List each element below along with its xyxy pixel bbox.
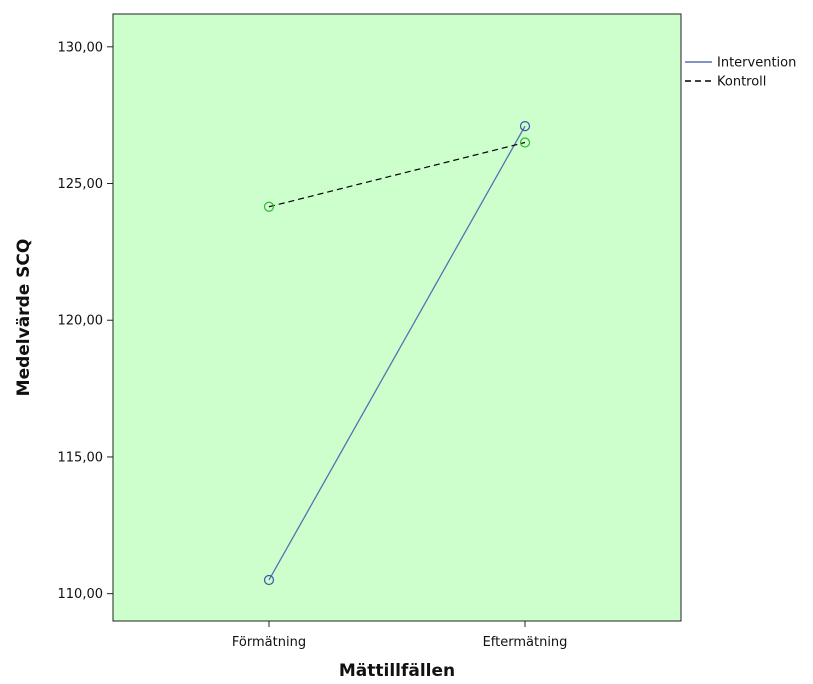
y-tick-label: 125,00 xyxy=(58,177,104,192)
x-axis: Förmätning Eftermätning xyxy=(232,621,568,650)
data-point-kontroll xyxy=(519,137,531,148)
data-point-intervention xyxy=(263,574,275,586)
y-tick-label: 110,00 xyxy=(58,587,104,602)
x-tick-label: Eftermätning xyxy=(483,635,568,650)
series-layer xyxy=(263,121,531,586)
plot-area xyxy=(112,13,682,622)
y-tick-label: 115,00 xyxy=(58,450,104,465)
series-line-kontroll xyxy=(268,141,526,208)
x-tick-label: Förmätning xyxy=(232,635,306,650)
data-point-intervention xyxy=(519,121,531,132)
x-axis-title: Mättillfällen xyxy=(339,661,455,681)
y-axis: 110,00 115,00 120,00 125,00 130,00 xyxy=(58,40,113,602)
y-axis-title: Medelvärde SCQ xyxy=(14,239,34,397)
legend: Intervention Kontroll xyxy=(685,56,796,90)
legend-label: Kontroll xyxy=(717,75,766,90)
data-point-kontroll xyxy=(263,201,275,212)
series-line-intervention xyxy=(268,125,526,581)
legend-label: Intervention xyxy=(717,56,796,71)
y-tick-label: 120,00 xyxy=(58,314,104,329)
y-tick-label: 130,00 xyxy=(58,40,104,55)
